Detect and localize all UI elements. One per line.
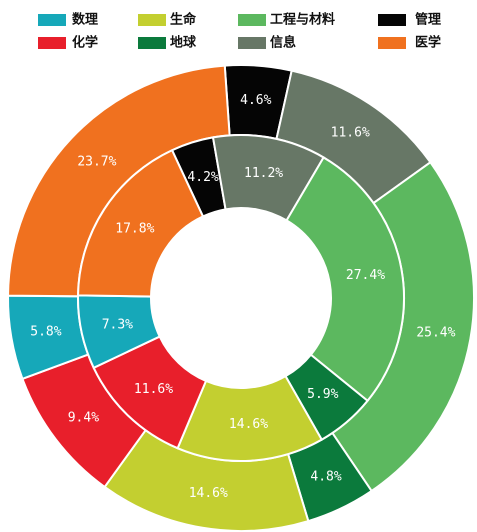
value-label: 27.4% <box>346 268 385 283</box>
value-label: 7.3% <box>102 317 133 332</box>
donut-segment <box>77 148 205 298</box>
legend-label: 地球 <box>170 35 197 51</box>
legend-label: 生命 <box>170 12 197 28</box>
value-label: 5.8% <box>30 324 61 339</box>
value-label: 11.6% <box>331 125 370 140</box>
legend-swatch <box>138 14 166 26</box>
value-label: 5.9% <box>307 387 338 402</box>
legend-swatch <box>378 14 406 26</box>
value-label: 11.6% <box>134 382 173 397</box>
legend-swatch <box>238 14 266 26</box>
legend-swatch <box>238 37 266 49</box>
donut-segment <box>285 156 405 403</box>
legend-label: 化学 <box>72 35 98 51</box>
legend-label: 工程与材料 <box>270 12 335 28</box>
legend-label: 医学 <box>415 35 441 51</box>
value-label: 14.6% <box>229 417 268 432</box>
value-label: 25.4% <box>416 325 455 340</box>
legend-label: 管理 <box>415 12 441 28</box>
legend-label: 信息 <box>270 35 296 51</box>
value-label: 17.8% <box>115 222 154 237</box>
value-label: 9.4% <box>68 410 99 425</box>
value-label: 4.8% <box>310 469 341 484</box>
value-label: 23.7% <box>77 155 116 170</box>
legend-swatch <box>378 37 406 49</box>
legend-label: 数理 <box>72 12 98 28</box>
value-label: 14.6% <box>189 486 228 501</box>
legend-swatch <box>38 37 66 49</box>
value-label: 11.2% <box>244 166 283 181</box>
value-label: 4.2% <box>187 170 218 185</box>
legend-swatch <box>138 37 166 49</box>
legend-swatch <box>38 14 66 26</box>
value-label: 4.6% <box>240 93 271 108</box>
